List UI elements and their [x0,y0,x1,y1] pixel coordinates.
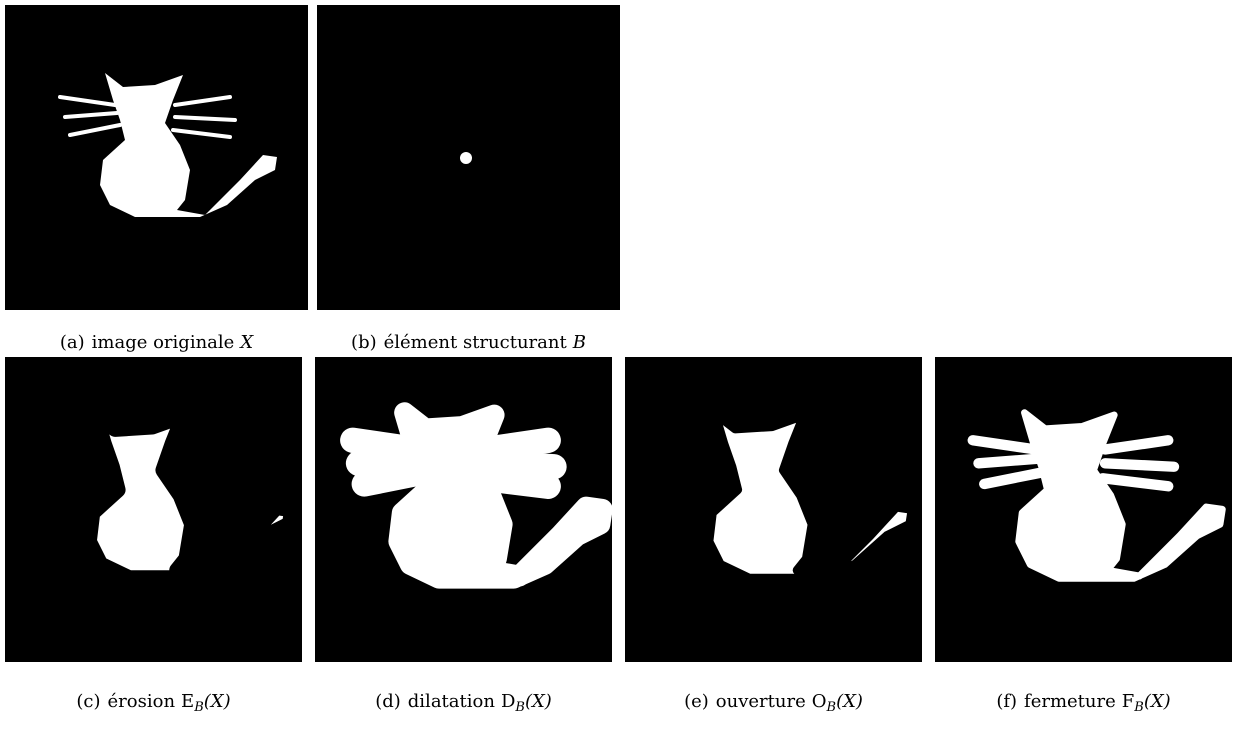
cat-shape [80,404,301,587]
cat-body [100,73,277,217]
whisker [967,435,1042,455]
caption-label: (a) [60,332,85,353]
whisker [973,453,1044,469]
cat-body [704,408,917,583]
cat-shape [704,408,917,583]
caption-label: (c) [76,691,100,712]
caption-label: (d) [375,691,401,712]
whisker [1099,458,1180,472]
caption: (d) dilatation DB(X) [375,691,552,715]
caption-text: érosion [108,691,176,712]
whisker [171,128,232,139]
cat-shape [967,409,1226,582]
caption-text: élément structurant [384,332,568,353]
caption-argument: (X) [204,691,231,712]
whisker [68,123,122,137]
image-panel [625,357,922,662]
caption: (c) érosion EB(X) [76,691,230,715]
caption-math: B [572,332,586,353]
caption-argument: (X) [1144,691,1171,712]
caption-subscript: B [193,700,204,715]
image-panel [317,5,620,310]
structuring-element [460,152,472,164]
whisker [1097,473,1174,492]
caption-operator: D [501,691,515,712]
whisker [173,95,232,107]
cat-shape [58,73,277,217]
caption-math: X [238,332,254,353]
caption-subscript: B [826,700,837,715]
caption-operator: O [812,691,827,712]
caption-label: (b) [351,332,377,353]
whisker [979,467,1047,490]
whisker [173,115,237,122]
whisker [63,111,119,119]
caption: (f) fermeture FB(X) [996,691,1170,715]
caption-operator: E [181,691,194,712]
cat-body [1015,409,1226,582]
whisker [470,465,561,499]
caption-text: dilatation [408,691,496,712]
caption-subscript: B [1133,700,1144,715]
caption-argument: (X) [525,691,552,712]
image-panel [935,357,1232,662]
caption-label: (e) [684,691,709,712]
whisker [351,459,435,497]
whisker [472,427,561,463]
whisker [472,450,567,480]
whisker [1099,435,1174,455]
caption: (b) élément structurant B [351,332,586,353]
caption-text: image originale [92,332,235,353]
whisker [58,95,117,107]
cat-body [388,402,613,589]
caption-label: (f) [996,691,1017,712]
caption-subscript: B [514,700,525,715]
caption-argument: (X) [836,691,863,712]
image-panel [5,357,302,662]
caption: (e) ouverture OB(X) [684,691,863,715]
image-panel [315,357,613,662]
caption-operator: F [1122,691,1135,712]
cat-shape [340,402,613,589]
image-panel [5,5,308,310]
cat-body [80,404,301,587]
caption-text: fermeture [1024,691,1116,712]
caption: (a) image originale X [60,332,254,353]
caption-text: ouverture [716,691,806,712]
